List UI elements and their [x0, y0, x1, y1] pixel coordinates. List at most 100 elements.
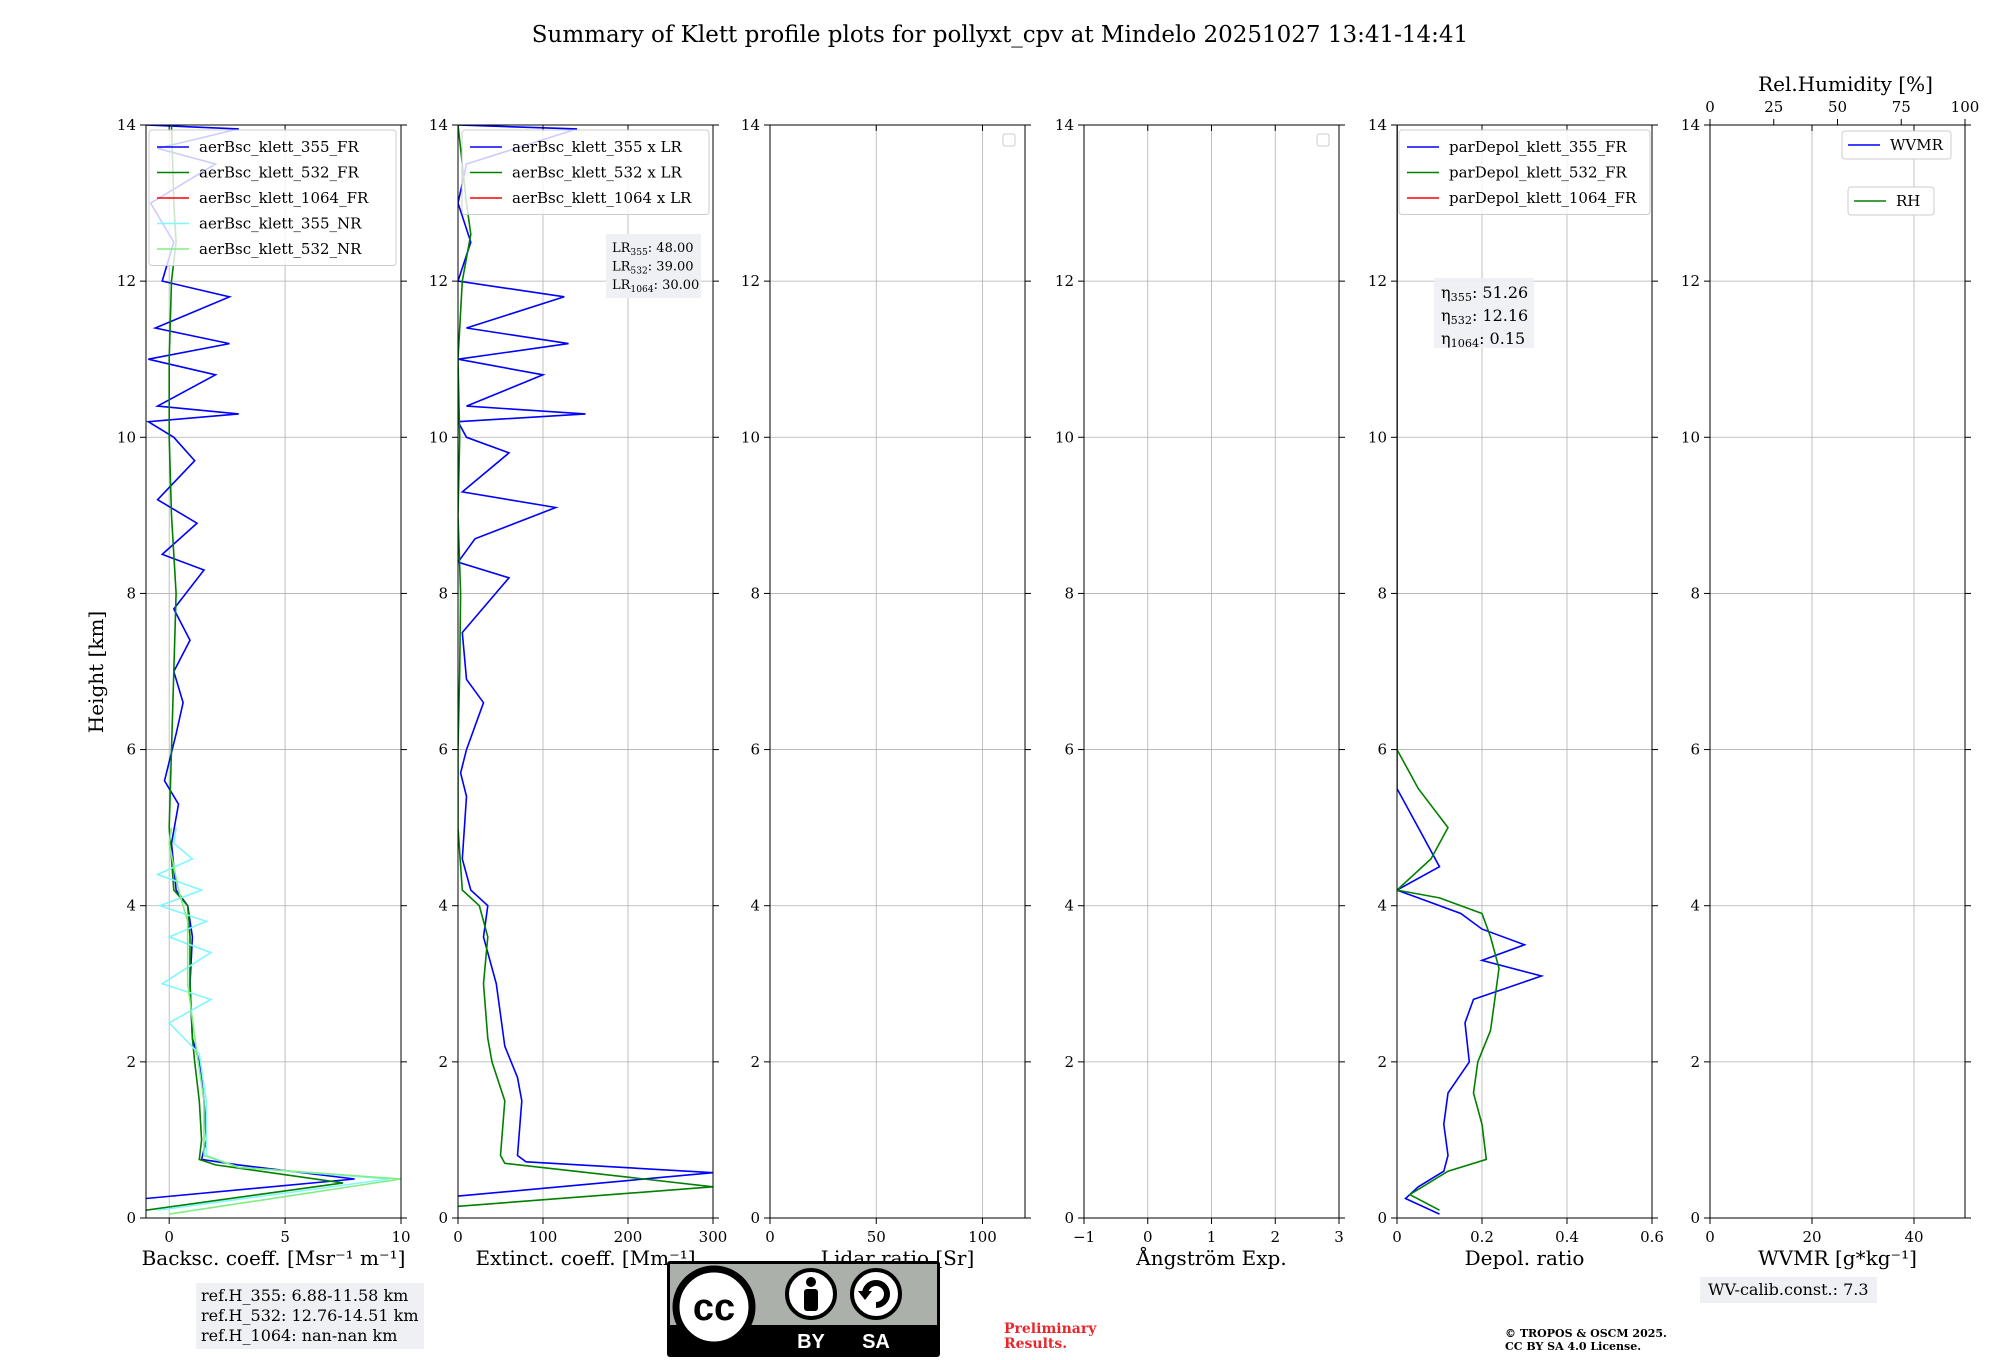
legend-box [461, 129, 710, 215]
x2-tick-label: 100 [1951, 98, 1980, 116]
axes-frame [769, 124, 1026, 1219]
y-tick-label: 4 [1377, 897, 1387, 915]
chart-panel-5: 0 0.2 0.4 0.6 0 2 4 6 8 10 12 14 Depol. ratio parDepo… [1368, 116, 1664, 1270]
legend-box [148, 129, 397, 266]
share-alike-arrowhead-icon [858, 1291, 872, 1300]
chart-panel-1: 0 5 10 0 2 4 6 8 10 12 14 Backsc. coeff. [Msr⁻¹ m⁻¹… [117, 116, 411, 1270]
y-tick-label: 8 [438, 584, 448, 602]
y-tick-label: 0 [750, 1209, 760, 1227]
ref-height-1064: ref.H_1064: nan-nan km [201, 1326, 398, 1345]
axes-frame [1396, 124, 1653, 1219]
legend-box [1398, 129, 1651, 215]
cc-logo-icon [672, 1265, 756, 1349]
y-tick-label: 12 [741, 272, 760, 290]
y-tick-label: 14 [1368, 116, 1387, 134]
copyright-line-1: © TROPOS & OSCM 2025. [1505, 1327, 1667, 1340]
legend-label: aerBsc_klett_1064 x LR [512, 189, 692, 207]
axes-frame [1709, 124, 1966, 1219]
x-tick-label: 300 [699, 1228, 728, 1246]
x-tick-label: 50 [867, 1228, 886, 1246]
cc-by-sa-license-badge: cc BY SA [667, 1261, 940, 1357]
y-tick-label: 12 [1055, 272, 1074, 290]
preliminary-line-1: Preliminary [1004, 1321, 1097, 1337]
legend-label: RH [1896, 192, 1920, 210]
x-tick-label: 0 [1392, 1228, 1402, 1246]
legend-box [1847, 186, 1935, 216]
y-tick-label: 10 [1368, 428, 1387, 446]
x-axis-label: WVMR [g*kg⁻¹] [1758, 1246, 1917, 1270]
legend-label: parDepol_klett_1064_FR [1449, 189, 1637, 207]
x-axis-label: Ångström Exp. [1135, 1245, 1286, 1270]
y-tick-label: 14 [117, 116, 136, 134]
series-line-aerbsc-klett-532-nr [168, 827, 401, 1215]
x-tick-label: 100 [529, 1228, 558, 1246]
legend-label: aerBsc_klett_355 x LR [512, 138, 683, 156]
y-tick-label: 2 [1690, 1053, 1700, 1071]
x-tick-label: 5 [280, 1228, 290, 1246]
y-tick-label: 4 [438, 897, 448, 915]
wv-calib-box: WV-calib.const.: 7.3 [1700, 1277, 1877, 1303]
y-tick-label: 2 [1377, 1053, 1387, 1071]
y-tick-label: 8 [1064, 584, 1074, 602]
lidar-ratio-annotation: LR1064: 30.00 [612, 278, 699, 295]
y-tick-label: 2 [1064, 1053, 1074, 1071]
series-line-aerbsc-klett-355-fr [146, 125, 355, 1200]
x2-axis-label: Rel.Humidity [%] [1758, 72, 1933, 96]
axes-frame [457, 124, 714, 1219]
y-tick-label: 8 [126, 584, 136, 602]
y-tick-label: 14 [741, 116, 760, 134]
lidar-ratio-annotation: LR355: 48.00 [612, 241, 694, 258]
legend-label: aerBsc_klett_1064_FR [199, 189, 369, 207]
legend-label: aerBsc_klett_355_NR [199, 215, 362, 233]
x-axis-label: Depol. ratio [1465, 1246, 1585, 1270]
x-tick-label: 0.2 [1470, 1228, 1494, 1246]
y-tick-label: 6 [438, 741, 448, 759]
legend-label: parDepol_klett_355_FR [1449, 138, 1627, 156]
badge-sa-label: SA [862, 1331, 890, 1353]
series-line-aerbsc-klett-355-x-lr [458, 125, 713, 1197]
x2-tick-label: 25 [1764, 98, 1783, 116]
empty-legend-box [1002, 133, 1016, 147]
chart-panel-6: 0 20 40 0 2 4 6 8 10 12 14 WVMR [g*kg⁻¹] 0 25 50 75 100 R… [1681, 72, 1979, 1270]
x-tick-label: 2 [1270, 1228, 1280, 1246]
share-alike-icon [850, 1268, 902, 1320]
y-tick-label: 12 [117, 272, 136, 290]
person-body-icon [804, 1289, 818, 1311]
chart-panel-2: 0 100 200 300 0 2 4 6 8 10 12 14 Extinct. coeff. [Mm… [429, 116, 727, 1270]
y-tick-label: 6 [1690, 741, 1700, 759]
x2-tick-label: 0 [1705, 98, 1715, 116]
ref-height-355: ref.H_355: 6.88-11.58 km [201, 1286, 409, 1305]
y-tick-label: 4 [1690, 897, 1700, 915]
x-tick-label: 0 [1705, 1228, 1715, 1246]
legend-box [1841, 130, 1952, 160]
x-axis-label: Extinct. coeff. [Mm⁻¹] [475, 1246, 695, 1270]
x-tick-label: 1 [1207, 1228, 1217, 1246]
x-tick-label: 20 [1802, 1228, 1821, 1246]
series-line-aerbsc-klett-532-fr [146, 125, 344, 1211]
x-tick-label: 0.6 [1640, 1228, 1664, 1246]
copyright-note: © TROPOS & OSCM 2025. CC BY SA 4.0 Licen… [1505, 1327, 1667, 1353]
y-tick-label: 2 [438, 1053, 448, 1071]
y-tick-label: 10 [1681, 428, 1700, 446]
y-tick-label: 10 [741, 428, 760, 446]
y-axis-label: Height [km] [84, 611, 108, 733]
x-axis-label: Backsc. coeff. [Msr⁻¹ m⁻¹] [142, 1246, 406, 1270]
reference-height-box: ref.H_355: 6.88-11.58 km ref.H_532: 12.7… [196, 1283, 424, 1349]
share-alike-arrow-icon [862, 1280, 890, 1308]
figure-title: Summary of Klett profile plots for polly… [531, 22, 1469, 48]
copyright-line-2: CC BY SA 4.0 License. [1505, 1340, 1642, 1353]
depol-annotation: η355: 51.26 [1441, 283, 1528, 304]
y-tick-label: 12 [1368, 272, 1387, 290]
x-tick-label: 0 [765, 1228, 775, 1246]
preliminary-note: Preliminary Results. [1004, 1322, 1096, 1352]
x-tick-label: 0 [164, 1228, 174, 1246]
axes-frame [145, 124, 402, 1219]
legend-label: WVMR [1890, 136, 1944, 154]
y-tick-label: 0 [1377, 1209, 1387, 1227]
depol-annotation: η1064: 0.15 [1441, 329, 1525, 350]
x2-tick-label: 75 [1892, 98, 1911, 116]
cc-logo-text: cc [693, 1287, 735, 1329]
y-tick-label: 8 [1377, 584, 1387, 602]
